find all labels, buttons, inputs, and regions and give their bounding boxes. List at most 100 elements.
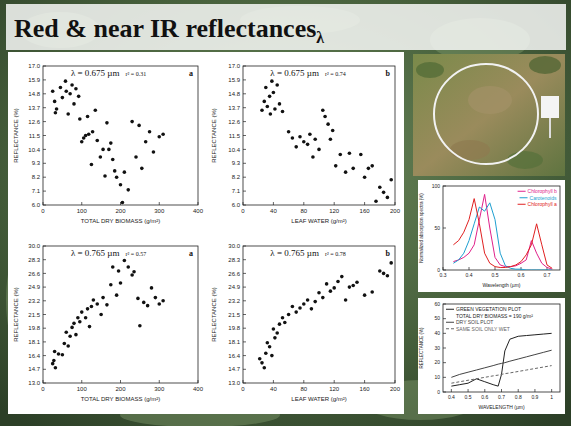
x-tick xyxy=(395,202,396,205)
x-axis-title: LEAF WATER (g/m²) xyxy=(291,218,346,224)
scatter-point xyxy=(66,112,70,116)
y-axis-title: REFLECTANCE (%) xyxy=(419,327,424,368)
panel-letter: b xyxy=(386,249,391,258)
x-tick-label: 0.5 xyxy=(492,272,499,278)
y-tick xyxy=(43,79,46,80)
panel-title: λ = 0.765 µm xyxy=(71,248,120,258)
scatter-point xyxy=(283,321,287,325)
x-tick-label: 0.6 xyxy=(518,272,525,278)
scatter-point xyxy=(363,293,367,297)
x-axis-title: TOTAL DRY BIOMASS (g/m²) xyxy=(81,396,160,402)
photo-texture xyxy=(468,86,512,114)
scatter-point xyxy=(287,130,291,134)
scatter-point xyxy=(268,345,272,349)
scatter-point xyxy=(321,296,325,300)
scatter-point xyxy=(74,333,78,337)
x-axis-title: TOTAL DRY BIOMASS (g/m²) xyxy=(81,218,160,224)
plot-frame xyxy=(43,66,198,205)
scatter-point xyxy=(130,120,134,124)
y-tick-label: 14.7 xyxy=(228,366,240,372)
scatter-point xyxy=(389,178,393,182)
scatter-point xyxy=(90,163,94,167)
y-tick-label: 18.1 xyxy=(28,339,40,345)
y-tick xyxy=(43,314,46,315)
scatter-point xyxy=(329,137,333,141)
y-tick xyxy=(243,383,246,384)
scatter-point xyxy=(119,281,123,285)
y-tick-label: 17.0 xyxy=(28,63,40,69)
x-tick xyxy=(518,389,519,392)
chart-panel: 010020030040013.014.716.418.119.821.523.… xyxy=(13,243,204,402)
scatter-point xyxy=(262,100,266,104)
x-tick xyxy=(495,267,496,270)
x-axis-title: WAVELENGTH (µm) xyxy=(478,404,525,410)
scatter-point xyxy=(52,359,56,363)
photo-texture xyxy=(450,140,490,160)
x-tick-label: 100 xyxy=(77,208,88,214)
y-tick-label: 24.9 xyxy=(228,284,240,290)
scatter-point xyxy=(270,79,274,83)
plot-sign xyxy=(541,96,559,118)
x-tick-label: 160 xyxy=(360,208,371,214)
scatter-point xyxy=(355,280,359,284)
y-tick-label: 11.5 xyxy=(29,133,41,139)
scatter-point xyxy=(386,274,390,278)
scatter-point xyxy=(101,148,105,152)
x-tick xyxy=(273,202,274,205)
scatter-point xyxy=(266,341,270,345)
y-tick xyxy=(443,362,446,363)
y-tick xyxy=(243,93,246,94)
x-tick xyxy=(243,202,244,205)
panel-letter: a xyxy=(189,249,193,258)
scatter-point xyxy=(123,259,127,263)
chart-panel: 0.40.50.60.70.80.910102030405060WAVELENG… xyxy=(418,298,565,414)
y-tick xyxy=(43,163,46,164)
panel-title: λ = 0.675 µm xyxy=(270,68,319,78)
x-tick xyxy=(303,380,304,383)
scatter-point xyxy=(59,86,63,90)
scatter-point xyxy=(134,155,138,159)
y-tick xyxy=(243,341,246,342)
x-tick xyxy=(273,380,274,383)
panel-title: λ = 0.675 µm xyxy=(71,68,120,78)
scatter-point xyxy=(150,286,154,290)
scatter-point xyxy=(70,83,74,87)
x-tick-label: 160 xyxy=(360,386,371,392)
scatter-point xyxy=(86,307,90,311)
series-line xyxy=(451,350,551,377)
scatter-point xyxy=(382,191,386,195)
scatter-point xyxy=(298,135,302,139)
scatter-point xyxy=(270,354,274,358)
y-tick-label: 16.4 xyxy=(228,353,240,359)
scatter-point xyxy=(95,139,99,143)
y-tick-label: 6.0 xyxy=(232,202,241,208)
y-tick-label: 30.0 xyxy=(28,243,40,249)
legend-label: Chlorophyll b xyxy=(528,188,557,194)
y-tick xyxy=(43,383,46,384)
scatter-point xyxy=(152,150,156,154)
y-tick-label: 21.5 xyxy=(228,312,240,318)
scatter-point xyxy=(370,164,374,168)
scatter-point xyxy=(64,330,68,334)
y-tick xyxy=(243,107,246,108)
series-line xyxy=(453,199,552,269)
scatter-point xyxy=(326,122,330,126)
scatter-point xyxy=(123,170,127,174)
x-axis-title: Wavelength (µm) xyxy=(483,282,521,288)
legend: GREEN VEGETATION PLOTTOTAL DRY BIOMASS =… xyxy=(446,306,533,332)
plot-frame xyxy=(443,186,560,270)
plot-photo xyxy=(413,54,565,176)
x-tick-label: 0.9 xyxy=(531,394,538,400)
scatter-point xyxy=(268,95,272,99)
y-tick-label: 60 xyxy=(434,301,440,307)
y-tick-label: 0 xyxy=(437,267,440,273)
scatter-point xyxy=(294,145,298,149)
y-tick xyxy=(43,149,46,150)
scatter-point xyxy=(260,108,264,112)
scatter-point xyxy=(317,148,321,152)
y-tick xyxy=(243,66,246,67)
chart-panel: 0408012016020013.014.716.418.119.821.523… xyxy=(211,243,401,402)
scatter-point xyxy=(157,135,161,139)
scatter-point xyxy=(344,170,348,174)
x-tick-label: 200 xyxy=(115,386,126,392)
